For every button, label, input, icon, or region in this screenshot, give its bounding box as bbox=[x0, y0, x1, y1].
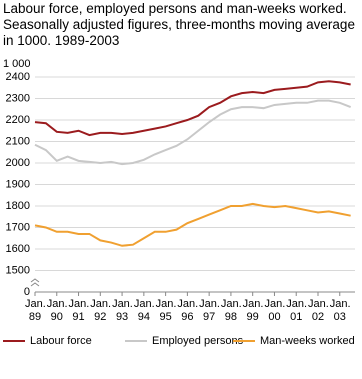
y-tick-label: 2100 bbox=[6, 135, 30, 147]
series-line bbox=[34, 80, 351, 137]
x-tick-label: Jan. 93 bbox=[112, 298, 133, 323]
y-tick-label: 1700 bbox=[6, 221, 30, 233]
x-tick-label: Jan. 96 bbox=[177, 298, 199, 323]
y-tick-label: 1500 bbox=[6, 264, 30, 276]
y-unit-label: 1 000 bbox=[3, 58, 31, 70]
x-tick-label: Jan. 02 bbox=[307, 298, 329, 323]
x-tick-label: Jan. 97 bbox=[199, 298, 220, 323]
x-tick-label: Jan. 99 bbox=[242, 298, 264, 323]
axis-break bbox=[30, 278, 40, 287]
y-tick-label: 2200 bbox=[6, 114, 30, 126]
legend-label: Employed persons bbox=[152, 335, 244, 347]
legend-label: Man-weeks worked bbox=[260, 335, 355, 347]
y-tick-label: 1800 bbox=[6, 200, 30, 212]
x-tick-label: Jan. 89 bbox=[25, 298, 46, 323]
legend-label: Labour force bbox=[30, 335, 92, 347]
x-tick-label: Jan. 91 bbox=[68, 298, 90, 323]
x-tick-label: Jan. 98 bbox=[220, 298, 242, 323]
y-tick-label: 2300 bbox=[6, 92, 30, 104]
series-line bbox=[34, 99, 352, 166]
y-break-label: 0 bbox=[24, 286, 30, 298]
chart-title: Labour force, employed persons and man-w… bbox=[3, 1, 355, 48]
x-tick-label: Jan. 92 bbox=[90, 298, 112, 323]
series-line bbox=[34, 202, 351, 247]
x-tick-label: Jan. 03 bbox=[329, 298, 351, 323]
y-tick-label: 2400 bbox=[6, 71, 30, 83]
x-tick-label: Jan. 95 bbox=[155, 298, 177, 323]
x-tick-label: Jan. 90 bbox=[46, 298, 68, 323]
x-tick-label: Jan. 00 bbox=[264, 298, 286, 323]
y-tick-label: 2000 bbox=[6, 157, 30, 169]
x-tick-label: Jan. 94 bbox=[133, 298, 155, 323]
x-tick-label: Jan. 01 bbox=[286, 298, 308, 323]
y-tick-label: 1600 bbox=[6, 243, 30, 255]
y-tick-label: 1900 bbox=[6, 178, 30, 190]
